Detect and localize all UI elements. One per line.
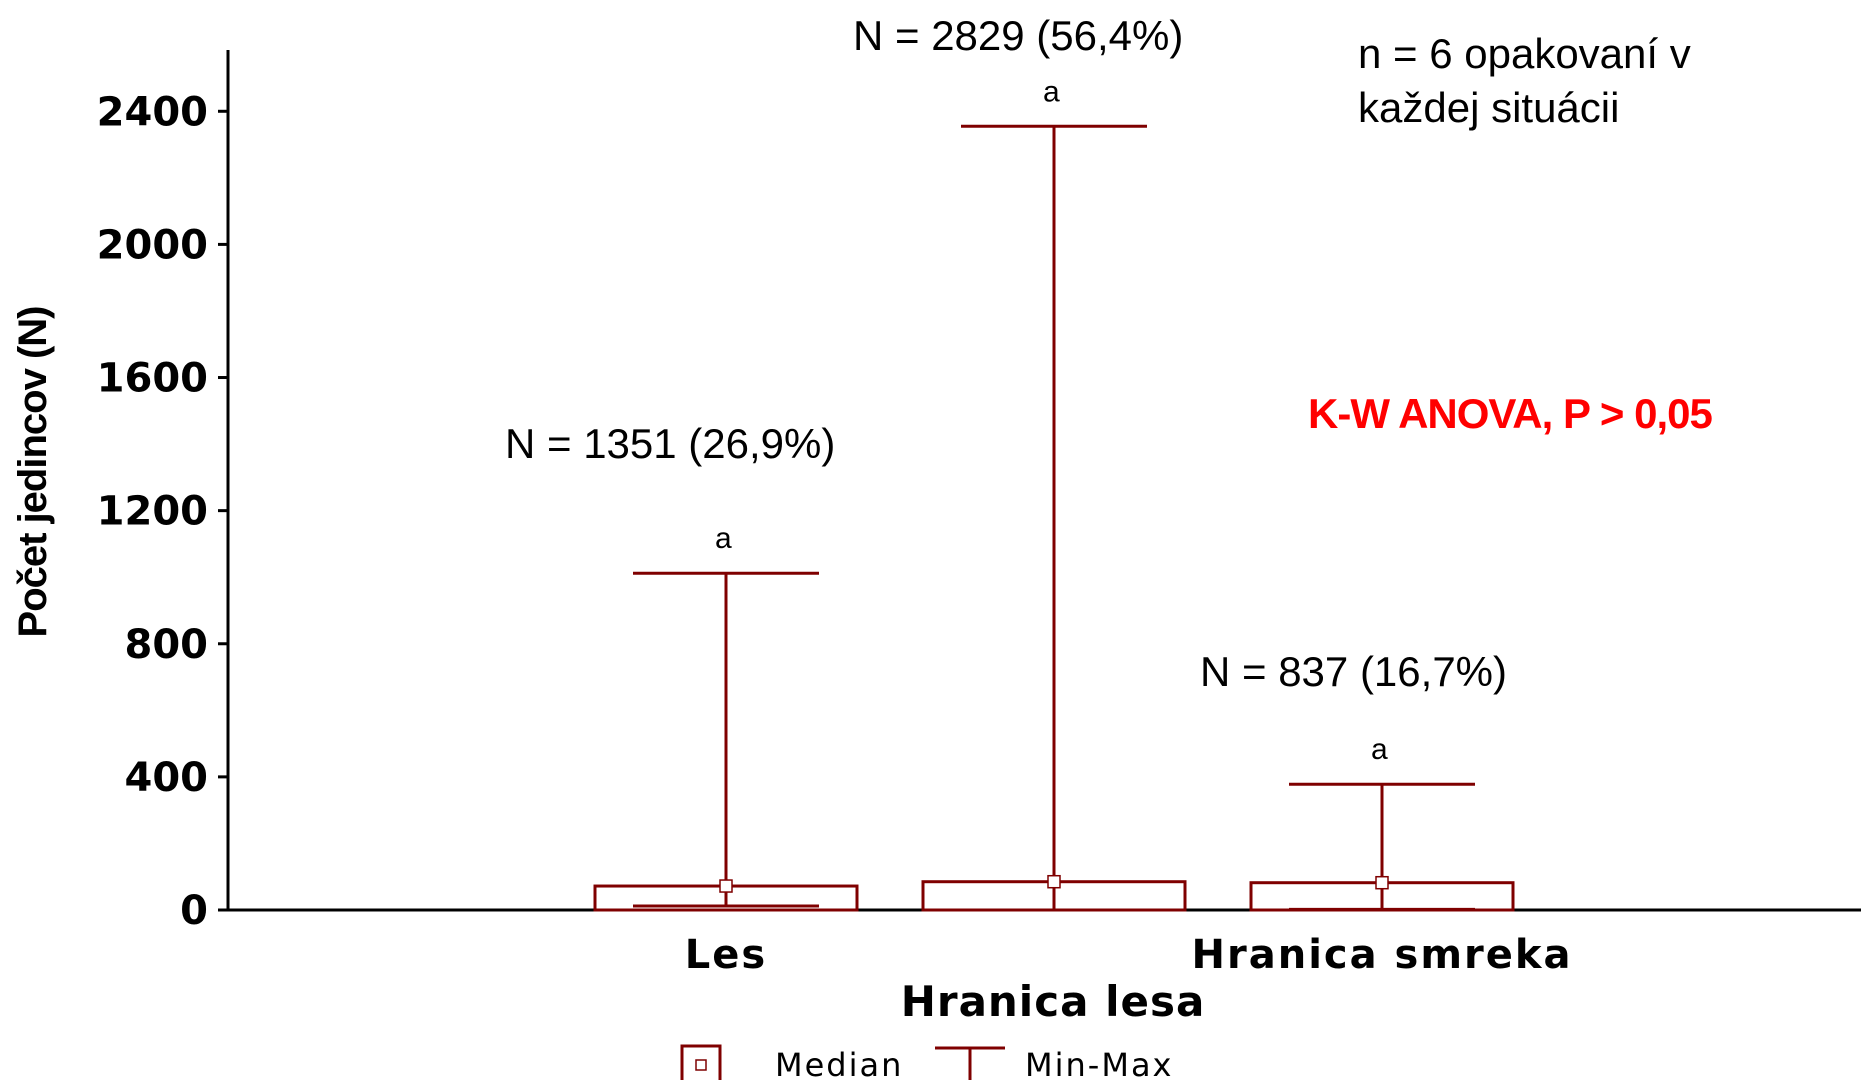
y-ticks: 0 400 800 1200 1600 2000 2400 [97, 89, 228, 934]
y-tick-label: 800 [125, 622, 209, 668]
significance-letter: a [715, 522, 732, 555]
median-marker [719, 879, 733, 893]
y-tick-label: 400 [125, 755, 209, 801]
y-axis-title: Počet jedincov (N) [11, 307, 55, 638]
legend-label-min-max: Min-Max [1025, 1046, 1173, 1080]
significance-letter: a [1371, 733, 1388, 766]
n-count-label: N = 2829 (56,4%) [853, 12, 1183, 59]
x-category-label: Hranica smreka [1192, 932, 1573, 978]
y-tick-label: 0 [180, 888, 208, 934]
replicates-note-line1: n = 6 opakovaní v [1358, 30, 1691, 77]
legend-label-median: Median [775, 1046, 903, 1080]
y-tick-label: 1200 [97, 489, 208, 535]
significance-letter: a [1043, 75, 1060, 108]
test-result-note: K-W ANOVA, P > 0,05 [1308, 390, 1712, 437]
x-category-label: Les [685, 932, 767, 978]
y-tick-label: 2400 [97, 89, 208, 135]
axes [226, 50, 1861, 912]
category-labels: Les Hranica smreka [685, 932, 1573, 978]
boxes: a a a N = 1351 (26,9%) N = 2829 (56,4%) N = 8… [505, 12, 1515, 912]
legend: Median Min-Max [680, 1044, 1173, 1080]
y-tick-label: 2000 [97, 222, 208, 268]
y-tick-label: 1600 [97, 356, 208, 402]
x-axis-title: Hranica lesa [901, 977, 1206, 1026]
legend-median-marker-icon [695, 1059, 707, 1071]
median-marker [1047, 874, 1061, 889]
replicates-note-line2: každej situácii [1358, 84, 1619, 131]
median-marker [1375, 875, 1389, 890]
n-count-label: N = 837 (16,7%) [1200, 648, 1507, 695]
n-count-label: N = 1351 (26,9%) [505, 420, 835, 467]
